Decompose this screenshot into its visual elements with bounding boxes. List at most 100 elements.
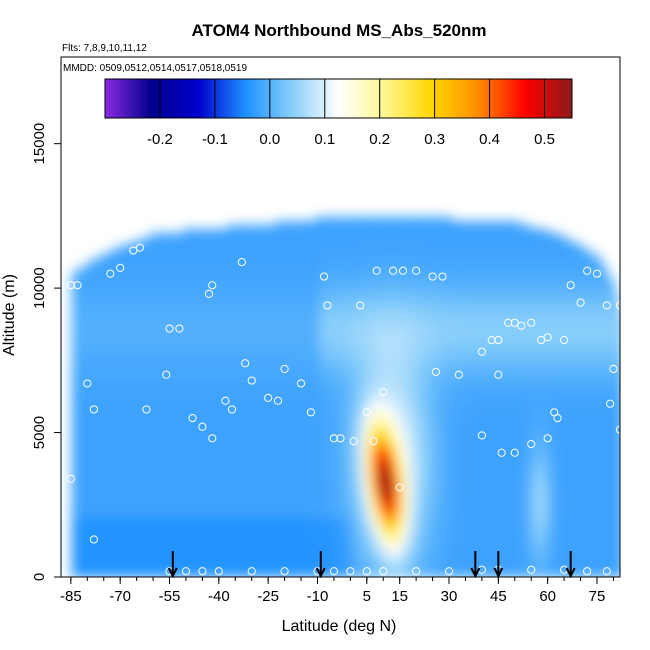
heatmap-cell (103, 441, 109, 446)
heatmap-cell (243, 373, 249, 378)
heatmap-cell (231, 225, 237, 230)
heatmap-cell (183, 445, 189, 450)
heatmap-cell (263, 305, 269, 310)
heatmap-cell (215, 317, 221, 322)
heatmap-cell (259, 353, 265, 358)
heatmap-cell (155, 409, 161, 414)
heatmap-cell (79, 493, 85, 498)
heatmap-cell (211, 437, 217, 442)
heatmap-cell (291, 441, 297, 446)
heatmap-cell (75, 501, 81, 506)
heatmap-cell (187, 445, 193, 450)
heatmap-cell (203, 509, 209, 514)
heatmap-cell (71, 537, 77, 542)
heatmap-cell (247, 393, 253, 398)
heatmap-cell (147, 241, 153, 246)
heatmap-cell (267, 469, 273, 474)
heatmap-cell (239, 537, 245, 542)
heatmap-cell (239, 245, 245, 250)
heatmap-cell (151, 241, 157, 246)
heatmap-cell (271, 281, 277, 286)
heatmap-cell (171, 569, 177, 574)
heatmap-cell (291, 421, 297, 426)
heatmap-cell (203, 273, 209, 278)
heatmap-cell (83, 377, 89, 382)
heatmap-cell (127, 445, 133, 450)
heatmap-cell (119, 253, 125, 258)
heatmap-cell (271, 349, 277, 354)
heatmap-cell (295, 537, 301, 542)
heatmap-cell (259, 449, 265, 454)
heatmap-cell (159, 317, 165, 322)
heatmap-cell (147, 281, 153, 286)
heatmap-cell (139, 421, 145, 426)
heatmap-cell (163, 421, 169, 426)
heatmap-cell (199, 441, 205, 446)
heatmap-cell (247, 357, 253, 362)
heatmap-cell (171, 561, 177, 566)
heatmap-cell (91, 309, 97, 314)
heatmap-cell (95, 433, 101, 438)
heatmap-cell (107, 365, 113, 370)
heatmap-cell (247, 257, 253, 262)
heatmap-cell (263, 541, 269, 546)
heatmap-cell (107, 513, 113, 518)
heatmap-cell (103, 381, 109, 386)
heatmap-cell (199, 537, 205, 542)
heatmap-cell (299, 517, 305, 522)
heatmap-cell (91, 549, 97, 554)
heatmap-cell (99, 349, 105, 354)
heatmap-cell (219, 493, 225, 498)
heatmap-cell (291, 409, 297, 414)
heatmap-cell (111, 261, 117, 266)
heatmap-cell (235, 293, 241, 298)
heatmap-cell (259, 529, 265, 534)
heatmap-cell (131, 537, 137, 542)
heatmap-cell (247, 413, 253, 418)
heatmap-cell (299, 501, 305, 506)
heatmap-cell (143, 409, 149, 414)
heatmap-cell (287, 377, 293, 382)
heatmap-cell (251, 413, 257, 418)
heatmap-cell (215, 445, 221, 450)
heatmap-cell (183, 545, 189, 550)
heatmap-cell (75, 561, 81, 566)
heatmap-cell (235, 401, 241, 406)
heatmap-cell (91, 545, 97, 550)
heatmap-cell (87, 453, 93, 458)
heatmap-cell (83, 537, 89, 542)
heatmap-cell (155, 233, 161, 238)
heatmap-cell (255, 413, 261, 418)
heatmap-cell (95, 357, 101, 362)
heatmap-cell (231, 489, 237, 494)
heatmap-cell (183, 449, 189, 454)
heatmap-cell (299, 269, 305, 274)
heatmap-cell (275, 253, 281, 258)
heatmap-cell (275, 529, 281, 534)
heatmap-cell (207, 521, 213, 526)
heatmap-cell (99, 405, 105, 410)
heatmap-cell (79, 369, 85, 374)
heatmap-cell (103, 321, 109, 326)
heatmap-cell (115, 345, 121, 350)
heatmap-cell (239, 261, 245, 266)
heatmap-cell (83, 569, 89, 574)
heatmap-cell (251, 321, 257, 326)
heatmap-cell (135, 501, 141, 506)
heatmap-cell (295, 421, 301, 426)
heatmap-cell (251, 237, 257, 242)
heatmap-cell (179, 313, 185, 318)
heatmap-cell (255, 417, 261, 422)
heatmap-cell (203, 525, 209, 530)
heatmap-cell (283, 257, 289, 262)
heatmap-cell (187, 397, 193, 402)
heatmap-cell (171, 525, 177, 530)
heatmap-cell (151, 437, 157, 442)
heatmap-cell (167, 561, 173, 566)
heatmap-cell (207, 229, 213, 234)
heatmap-cell (255, 465, 261, 470)
heatmap-cell (95, 501, 101, 506)
heatmap-cell (191, 253, 197, 258)
heatmap-cell (271, 401, 277, 406)
heatmap-cell (147, 501, 153, 506)
